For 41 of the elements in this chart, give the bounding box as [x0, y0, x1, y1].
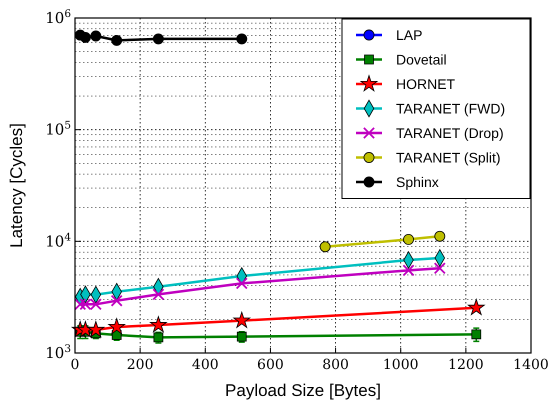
point [87, 321, 104, 338]
point [74, 298, 86, 310]
legend-label: HORNET [396, 76, 456, 92]
point [434, 262, 446, 274]
point [402, 264, 415, 276]
x-tick-label: 1000 [382, 357, 419, 373]
point [233, 312, 250, 328]
legend-label: TARANET (Drop) [396, 125, 504, 141]
y-axis-title: Latency [Cycles] [7, 123, 26, 248]
x-axis-title: Payload Size [Bytes] [225, 381, 381, 400]
point [108, 318, 126, 334]
y-tick-label: 10$^{6}$ [45, 8, 72, 27]
x-tick-label: 400 [192, 357, 219, 373]
x-tick-label: 800 [322, 357, 349, 373]
point [468, 298, 485, 316]
point [110, 294, 123, 307]
point [320, 241, 331, 252]
x-tick-label: 600 [257, 357, 284, 373]
point [471, 329, 482, 340]
point [152, 288, 164, 300]
legend-label: Sphinx [396, 174, 439, 190]
point [152, 33, 164, 44]
point [434, 230, 446, 242]
point [90, 30, 102, 42]
point [111, 34, 122, 46]
point [150, 316, 167, 332]
x-tick-label: 200 [126, 357, 154, 373]
y-tick-label: 10$^{5}$ [45, 120, 71, 139]
x-tick-label: 1400 [513, 357, 549, 373]
x-tick-label: 1200 [448, 357, 484, 373]
point [236, 33, 248, 44]
legend-label: TARANET (FWD) [396, 100, 506, 116]
legend-label: TARANET (Split) [396, 150, 500, 166]
x-tick-label: 0 [70, 357, 80, 373]
legend-label: LAP [396, 27, 422, 43]
point [80, 32, 91, 43]
y-tick-label: 10$^{3}$ [45, 343, 71, 362]
legend-label: Dovetail [396, 52, 447, 68]
point [236, 277, 248, 290]
y-tick-label: 10$^{4}$ [45, 231, 72, 250]
point [403, 234, 414, 245]
